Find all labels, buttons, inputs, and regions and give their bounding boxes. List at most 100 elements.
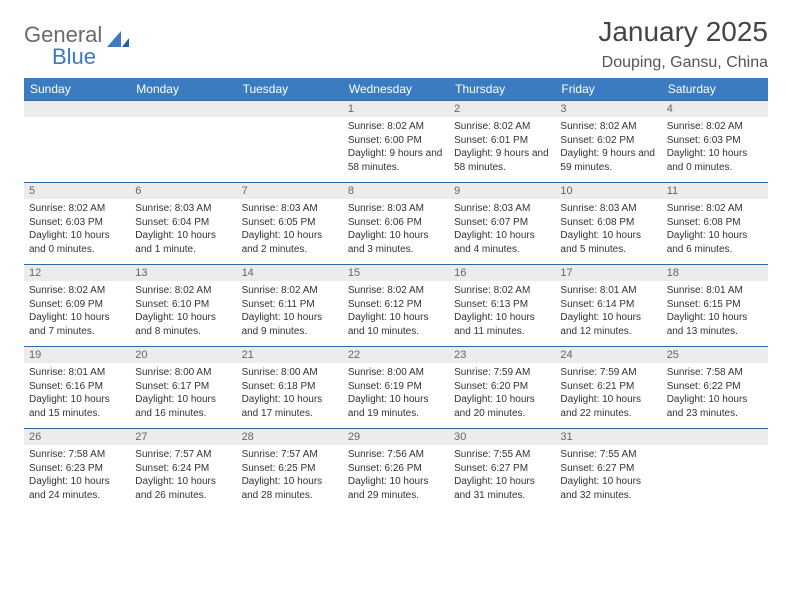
calendar-day-cell: 12Sunrise: 8:02 AMSunset: 6:09 PMDayligh… (24, 265, 130, 347)
calendar-day-cell: 24Sunrise: 7:59 AMSunset: 6:21 PMDayligh… (555, 347, 661, 429)
day-body: Sunrise: 8:03 AMSunset: 6:08 PMDaylight:… (555, 199, 661, 264)
day-body: Sunrise: 8:02 AMSunset: 6:12 PMDaylight:… (343, 281, 449, 346)
calendar-header-row: SundayMondayTuesdayWednesdayThursdayFrid… (24, 78, 768, 101)
sunrise-line: Sunrise: 8:02 AM (667, 202, 763, 216)
day-number: 17 (555, 265, 661, 281)
day-body: Sunrise: 8:03 AMSunset: 6:05 PMDaylight:… (237, 199, 343, 264)
day-body: Sunrise: 8:03 AMSunset: 6:07 PMDaylight:… (449, 199, 555, 264)
sunset-line: Sunset: 6:06 PM (348, 216, 444, 230)
calendar-day-cell (662, 429, 768, 511)
calendar-day-cell (130, 101, 236, 183)
sunrise-line: Sunrise: 8:00 AM (135, 366, 231, 380)
calendar-day-cell: 26Sunrise: 7:58 AMSunset: 6:23 PMDayligh… (24, 429, 130, 511)
calendar-day-cell: 19Sunrise: 8:01 AMSunset: 6:16 PMDayligh… (24, 347, 130, 429)
daylight-line: Daylight: 10 hours and 16 minutes. (135, 393, 231, 420)
weekday-header: Thursday (449, 78, 555, 101)
day-body: Sunrise: 8:03 AMSunset: 6:04 PMDaylight:… (130, 199, 236, 264)
day-body (237, 117, 343, 176)
sunrise-line: Sunrise: 8:03 AM (348, 202, 444, 216)
day-body: Sunrise: 8:02 AMSunset: 6:03 PMDaylight:… (662, 117, 768, 182)
weekday-header: Monday (130, 78, 236, 101)
sunrise-line: Sunrise: 7:55 AM (560, 448, 656, 462)
calendar-day-cell: 21Sunrise: 8:00 AMSunset: 6:18 PMDayligh… (237, 347, 343, 429)
calendar-day-cell: 28Sunrise: 7:57 AMSunset: 6:25 PMDayligh… (237, 429, 343, 511)
calendar-day-cell: 30Sunrise: 7:55 AMSunset: 6:27 PMDayligh… (449, 429, 555, 511)
logo: General Blue (24, 24, 129, 68)
daylight-line: Daylight: 10 hours and 29 minutes. (348, 475, 444, 502)
calendar-day-cell (24, 101, 130, 183)
daylight-line: Daylight: 10 hours and 12 minutes. (560, 311, 656, 338)
sunset-line: Sunset: 6:11 PM (242, 298, 338, 312)
header: General Blue January 2025 Douping, Gansu… (24, 16, 768, 72)
day-body: Sunrise: 7:56 AMSunset: 6:26 PMDaylight:… (343, 445, 449, 510)
calendar-day-cell: 4Sunrise: 8:02 AMSunset: 6:03 PMDaylight… (662, 101, 768, 183)
calendar-day-cell: 17Sunrise: 8:01 AMSunset: 6:14 PMDayligh… (555, 265, 661, 347)
day-body: Sunrise: 8:00 AMSunset: 6:18 PMDaylight:… (237, 363, 343, 428)
day-number: 22 (343, 347, 449, 363)
daylight-line: Daylight: 10 hours and 28 minutes. (242, 475, 338, 502)
daylight-line: Daylight: 10 hours and 6 minutes. (667, 229, 763, 256)
sunset-line: Sunset: 6:26 PM (348, 462, 444, 476)
day-number: 7 (237, 183, 343, 199)
sunset-line: Sunset: 6:01 PM (454, 134, 550, 148)
daylight-line: Daylight: 10 hours and 11 minutes. (454, 311, 550, 338)
daylight-line: Daylight: 10 hours and 26 minutes. (135, 475, 231, 502)
sunset-line: Sunset: 6:00 PM (348, 134, 444, 148)
sunset-line: Sunset: 6:23 PM (29, 462, 125, 476)
title-block: January 2025 Douping, Gansu, China (598, 16, 768, 72)
daylight-line: Daylight: 10 hours and 31 minutes. (454, 475, 550, 502)
day-body: Sunrise: 8:02 AMSunset: 6:13 PMDaylight:… (449, 281, 555, 346)
day-body: Sunrise: 7:57 AMSunset: 6:24 PMDaylight:… (130, 445, 236, 510)
sunset-line: Sunset: 6:07 PM (454, 216, 550, 230)
calendar-week-row: 1Sunrise: 8:02 AMSunset: 6:00 PMDaylight… (24, 101, 768, 183)
day-number: 16 (449, 265, 555, 281)
day-number: 12 (24, 265, 130, 281)
day-number: 9 (449, 183, 555, 199)
calendar-day-cell: 3Sunrise: 8:02 AMSunset: 6:02 PMDaylight… (555, 101, 661, 183)
sunrise-line: Sunrise: 8:02 AM (29, 284, 125, 298)
day-body: Sunrise: 7:55 AMSunset: 6:27 PMDaylight:… (449, 445, 555, 510)
day-number: 31 (555, 429, 661, 445)
calendar-day-cell: 1Sunrise: 8:02 AMSunset: 6:00 PMDaylight… (343, 101, 449, 183)
daylight-line: Daylight: 10 hours and 15 minutes. (29, 393, 125, 420)
sunrise-line: Sunrise: 8:03 AM (135, 202, 231, 216)
sunset-line: Sunset: 6:21 PM (560, 380, 656, 394)
day-number: 15 (343, 265, 449, 281)
calendar-day-cell: 11Sunrise: 8:02 AMSunset: 6:08 PMDayligh… (662, 183, 768, 265)
sunset-line: Sunset: 6:09 PM (29, 298, 125, 312)
day-body: Sunrise: 8:02 AMSunset: 6:02 PMDaylight:… (555, 117, 661, 182)
sunset-line: Sunset: 6:18 PM (242, 380, 338, 394)
day-body: Sunrise: 8:00 AMSunset: 6:17 PMDaylight:… (130, 363, 236, 428)
weekday-header: Sunday (24, 78, 130, 101)
location: Douping, Gansu, China (598, 54, 768, 72)
sunrise-line: Sunrise: 8:01 AM (667, 284, 763, 298)
calendar-day-cell: 29Sunrise: 7:56 AMSunset: 6:26 PMDayligh… (343, 429, 449, 511)
sunset-line: Sunset: 6:27 PM (454, 462, 550, 476)
day-body (130, 117, 236, 176)
day-number: 23 (449, 347, 555, 363)
day-body: Sunrise: 7:59 AMSunset: 6:21 PMDaylight:… (555, 363, 661, 428)
sunrise-line: Sunrise: 8:00 AM (348, 366, 444, 380)
calendar-day-cell: 15Sunrise: 8:02 AMSunset: 6:12 PMDayligh… (343, 265, 449, 347)
day-number: 4 (662, 101, 768, 117)
day-number (662, 429, 768, 445)
sunset-line: Sunset: 6:05 PM (242, 216, 338, 230)
calendar-body: 1Sunrise: 8:02 AMSunset: 6:00 PMDaylight… (24, 101, 768, 511)
day-number: 3 (555, 101, 661, 117)
sunset-line: Sunset: 6:03 PM (667, 134, 763, 148)
sunrise-line: Sunrise: 8:03 AM (454, 202, 550, 216)
sunrise-line: Sunrise: 8:02 AM (135, 284, 231, 298)
daylight-line: Daylight: 10 hours and 3 minutes. (348, 229, 444, 256)
calendar-table: SundayMondayTuesdayWednesdayThursdayFrid… (24, 78, 768, 510)
day-body: Sunrise: 8:01 AMSunset: 6:15 PMDaylight:… (662, 281, 768, 346)
calendar-day-cell: 23Sunrise: 7:59 AMSunset: 6:20 PMDayligh… (449, 347, 555, 429)
sunrise-line: Sunrise: 8:03 AM (242, 202, 338, 216)
sunrise-line: Sunrise: 7:58 AM (667, 366, 763, 380)
sunrise-line: Sunrise: 8:02 AM (29, 202, 125, 216)
day-number: 2 (449, 101, 555, 117)
day-body (24, 117, 130, 176)
weekday-header: Friday (555, 78, 661, 101)
daylight-line: Daylight: 10 hours and 9 minutes. (242, 311, 338, 338)
calendar-day-cell: 9Sunrise: 8:03 AMSunset: 6:07 PMDaylight… (449, 183, 555, 265)
sunset-line: Sunset: 6:22 PM (667, 380, 763, 394)
